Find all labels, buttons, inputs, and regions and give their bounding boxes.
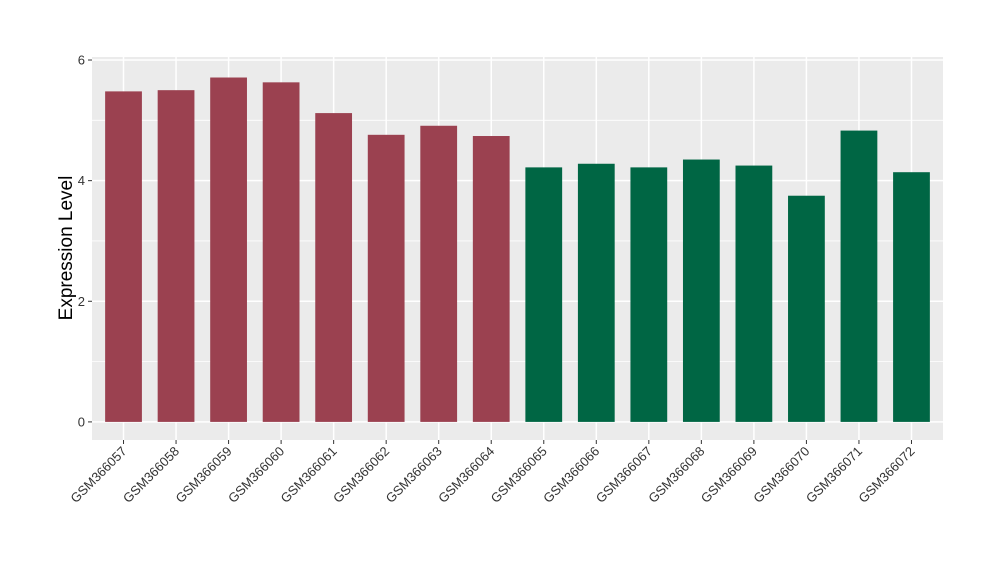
y-tick-label: 2 (78, 294, 85, 309)
y-tick-label: 0 (78, 414, 85, 429)
bar-GSM366063 (420, 125, 458, 422)
bar-GSM366057 (105, 91, 142, 422)
y-axis-title: Expression Level (56, 176, 77, 321)
x-axis: GSM366057GSM366058GSM366059GSM366060GSM3… (67, 440, 918, 506)
y-tick-label: 6 (78, 53, 85, 68)
bar-GSM366066 (577, 163, 615, 422)
y-axis: 0 2 4 6 (78, 53, 92, 429)
bar-GSM366072 (893, 172, 930, 422)
bar-GSM366060 (262, 82, 300, 422)
bar-GSM366067 (630, 167, 668, 422)
bar-GSM366069 (735, 165, 773, 422)
bar-GSM366061 (315, 113, 353, 422)
x-tick-label: GSM366072 (855, 444, 917, 506)
bar-GSM366059 (210, 77, 247, 422)
bar-GSM366064 (472, 136, 510, 422)
y-tick-label: 4 (78, 173, 85, 188)
bar-GSM366058 (157, 90, 195, 422)
bar-GSM366062 (367, 134, 405, 422)
bar-GSM366068 (682, 159, 720, 422)
bar-GSM366070 (788, 195, 825, 422)
bar-GSM366071 (840, 130, 878, 422)
bar-GSM366065 (525, 167, 563, 422)
bars (105, 77, 930, 422)
